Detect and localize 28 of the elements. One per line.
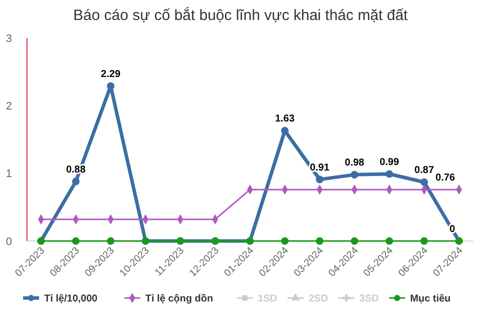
point bbox=[106, 237, 114, 245]
y-tick-label: 2 bbox=[6, 100, 12, 113]
point bbox=[281, 237, 289, 245]
point bbox=[316, 237, 324, 245]
point bbox=[420, 178, 428, 186]
chart-title: Báo cáo sự cố bắt buộc lĩnh vực khai thác mặt đất bbox=[73, 6, 409, 24]
data-label: 0.76 bbox=[436, 172, 456, 184]
point bbox=[386, 170, 394, 178]
data-label: 0.99 bbox=[380, 157, 400, 168]
point bbox=[72, 178, 80, 186]
point bbox=[350, 237, 358, 245]
point bbox=[281, 126, 289, 134]
data-label: 2.29 bbox=[100, 69, 121, 80]
legend-label: Tỉ lệ cộng dồn bbox=[145, 294, 214, 304]
point bbox=[386, 237, 394, 245]
data-label: 0.87 bbox=[414, 165, 434, 176]
legend-label: Mục tiêu bbox=[410, 294, 451, 304]
y-tick-label: 3 bbox=[6, 32, 12, 45]
point bbox=[72, 237, 80, 245]
y-tick-label: 0 bbox=[6, 236, 12, 248]
point bbox=[106, 82, 114, 90]
data-label: 0.98 bbox=[344, 158, 365, 169]
point bbox=[316, 176, 324, 184]
y-tick-label: 1 bbox=[6, 168, 12, 180]
point bbox=[420, 237, 428, 245]
point bbox=[350, 170, 358, 178]
legend-label: Tỉ lệ/10,000 bbox=[44, 294, 98, 304]
data-label: 1.63 bbox=[275, 114, 295, 125]
